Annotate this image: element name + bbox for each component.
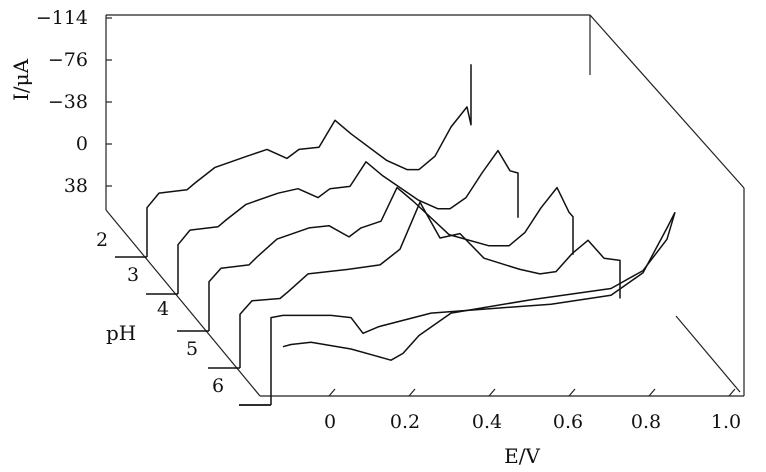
z-tick-label: 6	[212, 375, 224, 397]
z-tick-label: 3	[127, 264, 139, 286]
y-tick-label: 38	[64, 175, 88, 197]
trace-ph-3	[177, 149, 519, 294]
y-tick-labels: −114 −76 −38 0 38	[36, 7, 88, 197]
trace-ph-2	[146, 64, 472, 257]
x-axis-title: E/V	[504, 444, 540, 468]
x-tick-label: 0.2	[390, 411, 420, 433]
y-tick-label: −38	[48, 91, 88, 113]
z-tick-label: 4	[157, 298, 169, 320]
traces	[115, 64, 676, 406]
trace-ph-6	[270, 211, 676, 405]
y-tick-label: −76	[48, 49, 88, 71]
y-tick-label: 0	[76, 133, 88, 155]
z-axis-title: pH	[106, 321, 136, 345]
trace-ph-4	[208, 186, 574, 331]
trace-ph-6-return	[282, 212, 676, 361]
x-tick	[328, 388, 336, 397]
x-tick	[408, 388, 416, 397]
x-tick	[648, 388, 656, 397]
trace-ph-5	[239, 201, 621, 368]
x-tick-label: 0.4	[472, 411, 502, 433]
x-tick-label: 0.8	[631, 411, 661, 433]
x-tick-label: 0	[324, 411, 336, 433]
tick-marks	[106, 17, 736, 397]
left-floor-diagonal	[105, 209, 261, 397]
z-tick-label: 5	[186, 338, 198, 360]
x-tick-label: 1.0	[711, 411, 741, 433]
x-tick-label: 0.6	[553, 411, 583, 433]
z-tick-labels: 2 3 4 5 6	[96, 229, 224, 397]
x-tick	[728, 388, 736, 397]
y-tick-label: −114	[36, 7, 88, 29]
y-axis-title: I/μA	[9, 58, 33, 101]
floor-guide-line	[675, 315, 741, 393]
axes-frame	[105, 14, 745, 397]
z-tick-label: 2	[96, 229, 108, 251]
x-tick	[488, 388, 496, 397]
x-tick-labels: 0 0.2 0.4 0.6 0.8 1.0	[324, 411, 741, 433]
top-right-diagonal	[589, 14, 745, 189]
x-tick	[568, 388, 576, 397]
